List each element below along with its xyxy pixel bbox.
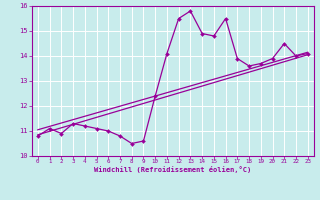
X-axis label: Windchill (Refroidissement éolien,°C): Windchill (Refroidissement éolien,°C) <box>94 166 252 173</box>
